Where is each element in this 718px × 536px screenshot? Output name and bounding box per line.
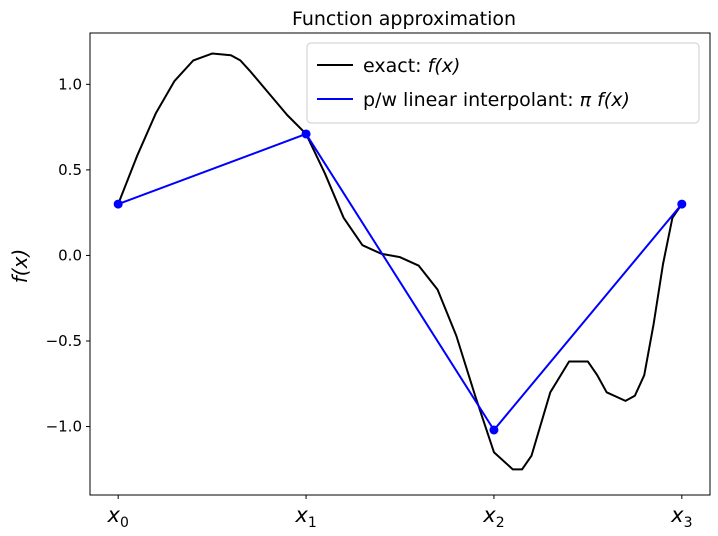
legend-math: f(x): [428, 55, 461, 77]
legend-math: π f(x): [580, 89, 630, 111]
y-tick-label: 1.0: [58, 75, 82, 93]
chart-title: Function approximation: [292, 8, 516, 30]
x-tick-subscript: 3: [684, 515, 693, 531]
x-tick-label: x1: [294, 503, 316, 531]
legend: exact: f(x) p/w linear interpolant: π f(x…: [306, 42, 700, 124]
x-tick-base: x: [670, 503, 684, 527]
y-tick-label: −0.5: [46, 332, 82, 350]
series-line-interpolant: [117, 132, 683, 431]
y-axis: 1.0 0.5 0.0 −0.5 −1.0: [46, 75, 90, 436]
series-line-exact: [117, 52, 683, 471]
x-tick-label: x3: [670, 503, 692, 531]
x-tick-subscript: 2: [496, 515, 505, 531]
plot-area: [113, 52, 687, 471]
x-tick-base: x: [482, 503, 496, 527]
x-axis: x0 x1 x2 x3: [107, 495, 692, 531]
legend-label: p/w linear interpolant:: [363, 89, 580, 111]
x-tick-label: x2: [482, 503, 504, 531]
interpolant-node-point: [677, 199, 687, 209]
legend-label: exact:: [363, 55, 428, 77]
interpolant-node-point: [489, 425, 499, 435]
y-tick-label: −1.0: [46, 418, 82, 436]
y-axis-label: f(x): [8, 249, 32, 283]
axes-frame: [89, 32, 711, 496]
x-tick-subscript: 0: [120, 515, 129, 531]
interpolant-node-point: [113, 199, 123, 209]
x-tick-base: x: [294, 503, 308, 527]
legend-box: [306, 42, 700, 124]
x-tick-base: x: [107, 503, 121, 527]
legend-entry: p/w linear interpolant: π f(x): [363, 89, 630, 111]
x-tick-subscript: 1: [308, 515, 317, 531]
x-tick-label: x0: [107, 503, 129, 531]
legend-entry: exact: f(x): [363, 55, 460, 77]
y-tick-label: 0.5: [58, 161, 82, 179]
y-tick-label: 0.0: [58, 246, 82, 264]
interpolant-node-point: [301, 129, 311, 139]
